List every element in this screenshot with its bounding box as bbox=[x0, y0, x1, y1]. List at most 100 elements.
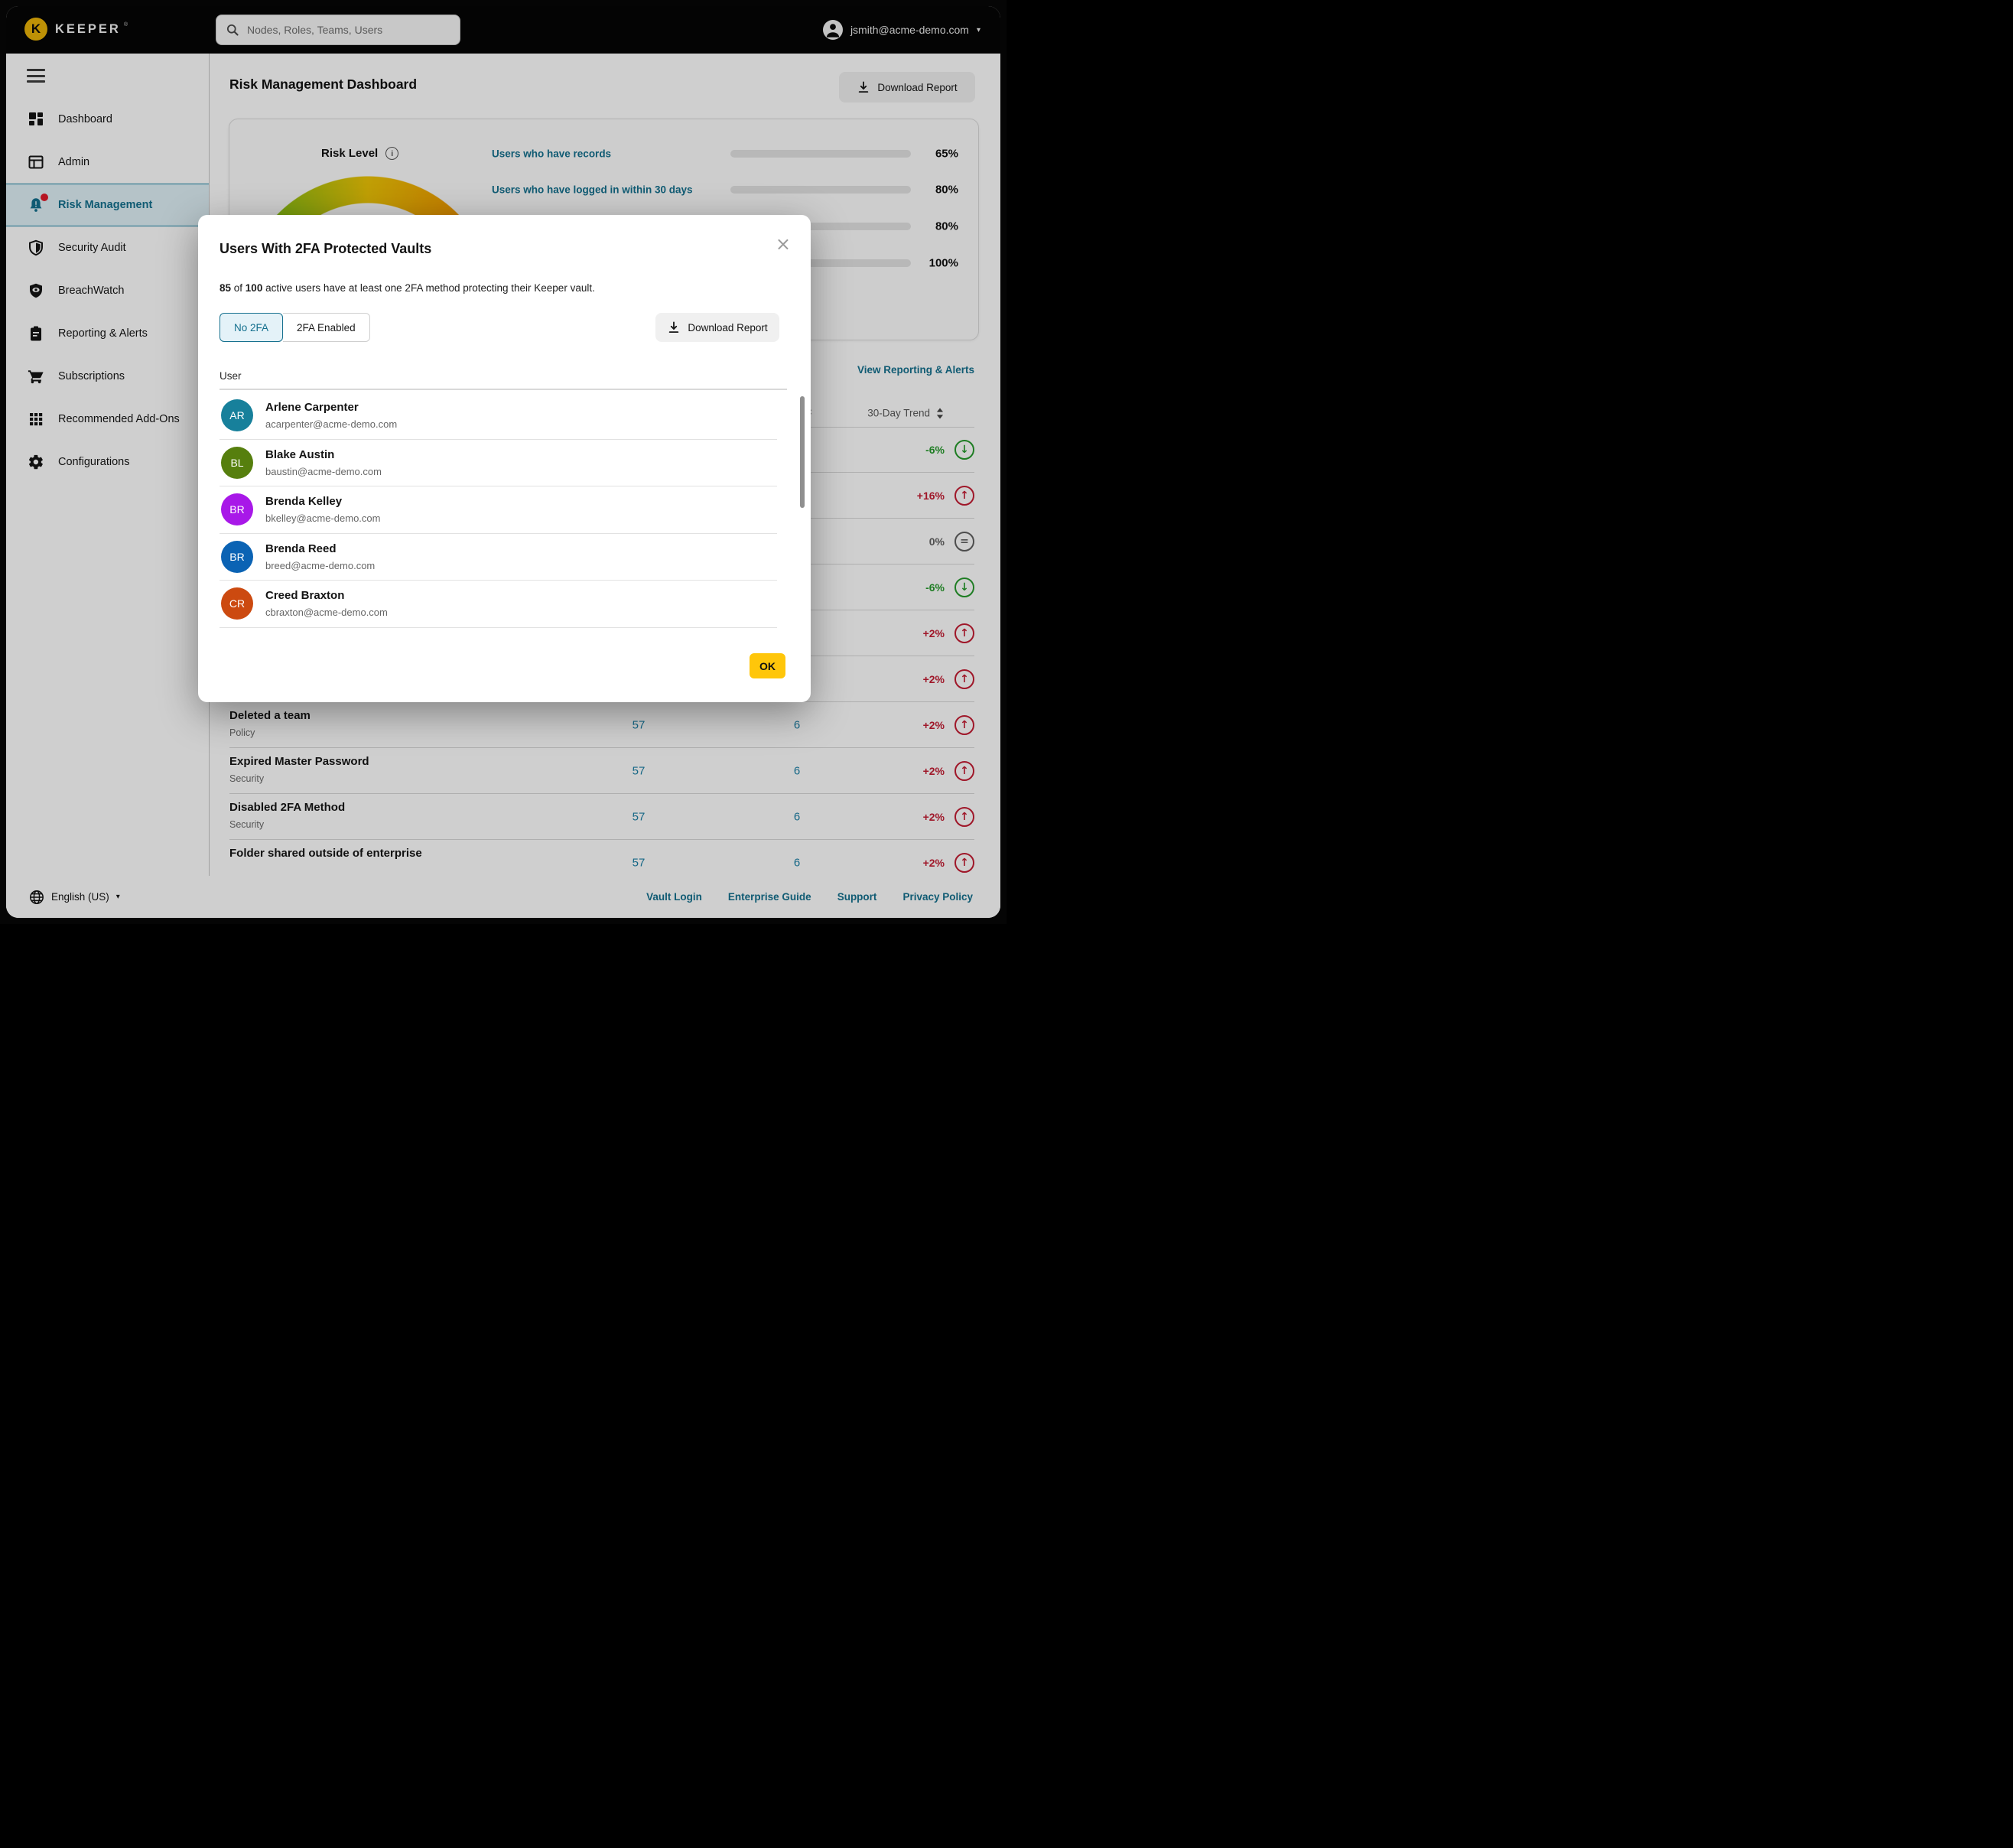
metric-percent: 80% bbox=[935, 220, 958, 233]
modal-summary: 85 of 100 active users have at least one… bbox=[220, 282, 595, 294]
metric-percent: 80% bbox=[935, 183, 958, 197]
divider bbox=[220, 389, 787, 390]
account-email: jsmith@acme-demo.com bbox=[850, 24, 969, 36]
page-title: Risk Management Dashboard bbox=[229, 76, 418, 92]
sidebar-item-label: BreachWatch bbox=[58, 285, 125, 297]
sidebar-item-reporting-alerts[interactable]: Reporting & Alerts bbox=[6, 312, 209, 355]
cart-icon bbox=[28, 368, 44, 385]
metric-label-link[interactable]: Users who have records bbox=[492, 148, 612, 160]
list-item[interactable]: CR Creed Braxton cbraxton@acme-demo.com bbox=[220, 581, 777, 628]
screen: K KEEPER ® jsmith@acme-demo.com ▾ bbox=[0, 0, 1006, 924]
menu-toggle-button[interactable] bbox=[27, 69, 45, 83]
risk-level-title: Risk Level bbox=[321, 147, 379, 160]
registered-mark: ® bbox=[123, 21, 128, 28]
table-row[interactable]: Disabled 2FA Method Security 57 6 +2% ↑ bbox=[229, 794, 974, 840]
app-window: K KEEPER ® jsmith@acme-demo.com ▾ bbox=[6, 6, 1000, 918]
trend-column-header[interactable]: 30-Day Trend bbox=[867, 408, 944, 419]
globe-icon bbox=[29, 890, 44, 905]
list-item[interactable]: BL Blake Austin baustin@acme-demo.com bbox=[220, 440, 777, 486]
2fa-filter-tabs: No 2FA 2FA Enabled bbox=[220, 313, 370, 342]
sidebar-item-label: Admin bbox=[58, 156, 90, 168]
users-2fa-modal: Users With 2FA Protected Vaults × 85 of … bbox=[198, 215, 811, 702]
tab-no-2fa[interactable]: No 2FA bbox=[220, 313, 284, 342]
sidebar-item-dashboard[interactable]: Dashboard bbox=[6, 98, 209, 141]
metric-row: 100% bbox=[492, 250, 958, 276]
metric-row: 80% bbox=[492, 213, 958, 239]
download-icon bbox=[667, 320, 681, 334]
download-report-button[interactable]: Download Report bbox=[839, 72, 975, 102]
trend-up-icon: ↑ bbox=[954, 485, 974, 506]
keeper-logo-icon: K bbox=[24, 18, 47, 41]
event-count-link[interactable]: 57 bbox=[632, 856, 646, 870]
list-item[interactable]: BR Brenda Reed breed@acme-demo.com bbox=[220, 534, 777, 581]
trend-down-icon: ↓ bbox=[954, 577, 974, 597]
search-icon bbox=[226, 23, 239, 37]
affected-count-link[interactable]: 6 bbox=[793, 810, 801, 823]
metric-label-link[interactable]: Users who have logged in within 30 days bbox=[492, 184, 693, 196]
gear-icon bbox=[28, 454, 44, 470]
sidebar-item-breachwatch[interactable]: BreachWatch bbox=[6, 269, 209, 312]
sidebar-item-label: Risk Management bbox=[58, 199, 153, 211]
privacy-policy-link[interactable]: Privacy Policy bbox=[902, 891, 973, 903]
search-input[interactable] bbox=[246, 23, 450, 37]
enterprise-guide-link[interactable]: Enterprise Guide bbox=[727, 891, 811, 903]
metric-percent: 65% bbox=[935, 147, 958, 161]
metric-bar bbox=[730, 150, 911, 158]
table-row[interactable]: Folder shared outside of enterprise 57 6… bbox=[229, 840, 974, 876]
chevron-down-icon: ▾ bbox=[976, 25, 980, 34]
breachwatch-shield-eye-icon bbox=[28, 282, 44, 299]
trend-up-icon: ↑ bbox=[954, 760, 974, 781]
sort-icon bbox=[936, 408, 944, 418]
trend-up-icon: ↑ bbox=[954, 806, 974, 827]
account-menu[interactable]: jsmith@acme-demo.com ▾ bbox=[822, 6, 980, 54]
event-count-link[interactable]: 57 bbox=[632, 810, 646, 823]
metric-bar bbox=[730, 259, 911, 267]
affected-count-link[interactable]: 6 bbox=[793, 856, 801, 870]
affected-count-link[interactable]: 6 bbox=[793, 764, 801, 777]
vault-login-link[interactable]: Vault Login bbox=[646, 891, 702, 903]
user-list: AR Arlene Carpenter acarpenter@acme-demo… bbox=[220, 392, 777, 628]
affected-count-link[interactable]: 6 bbox=[793, 718, 801, 731]
avatar: AR bbox=[221, 399, 253, 432]
sidebar-item-recommended-add-ons[interactable]: Recommended Add-Ons bbox=[6, 398, 209, 441]
event-count-link[interactable]: 57 bbox=[632, 718, 646, 731]
risk-management-bell-icon bbox=[28, 194, 48, 213]
list-item[interactable]: BR Brenda Kelley bkelley@acme-demo.com bbox=[220, 486, 777, 534]
sidebar: Dashboard Admin Risk Management Secu bbox=[6, 54, 210, 876]
modal-title: Users With 2FA Protected Vaults bbox=[220, 241, 432, 256]
sidebar-item-security-audit[interactable]: Security Audit bbox=[6, 226, 209, 269]
trend-up-icon: ↑ bbox=[954, 669, 974, 689]
metric-bar bbox=[730, 223, 911, 230]
account-avatar-icon bbox=[822, 20, 843, 40]
avatar: BR bbox=[221, 540, 253, 573]
event-count-link[interactable]: 57 bbox=[632, 764, 646, 777]
sidebar-item-risk-management[interactable]: Risk Management bbox=[6, 184, 209, 226]
scrollbar-thumb[interactable] bbox=[800, 396, 805, 508]
info-icon[interactable]: i bbox=[385, 147, 399, 160]
sidebar-item-admin[interactable]: Admin bbox=[6, 141, 209, 184]
support-link[interactable]: Support bbox=[837, 891, 877, 903]
avatar: BR bbox=[221, 493, 253, 526]
metric-bar bbox=[730, 186, 911, 194]
grid-icon bbox=[28, 411, 44, 428]
ok-button[interactable]: OK bbox=[750, 653, 785, 678]
footer-bar: English (US) ▾ Vault Login Enterprise Gu… bbox=[6, 876, 1000, 918]
tab-2fa-enabled[interactable]: 2FA Enabled bbox=[283, 313, 370, 342]
table-row[interactable]: Deleted a team Policy 57 6 +2% ↑ bbox=[229, 702, 974, 748]
keeper-logo: K KEEPER ® bbox=[24, 18, 132, 41]
sidebar-item-subscriptions[interactable]: Subscriptions bbox=[6, 355, 209, 398]
clipboard-icon bbox=[28, 325, 44, 342]
trend-up-icon: ↑ bbox=[954, 714, 974, 735]
list-item[interactable]: AR Arlene Carpenter acarpenter@acme-demo… bbox=[220, 392, 777, 440]
close-icon[interactable]: × bbox=[775, 233, 791, 255]
global-search[interactable] bbox=[216, 15, 460, 45]
modal-download-report-button[interactable]: Download Report bbox=[655, 313, 779, 342]
table-row[interactable]: Expired Master Password Security 57 6 +2… bbox=[229, 748, 974, 794]
trend-flat-icon: = bbox=[954, 531, 974, 551]
metric-row: Users who have records 65% bbox=[492, 141, 958, 167]
language-selector[interactable]: English (US) ▾ bbox=[29, 890, 120, 905]
sidebar-item-configurations[interactable]: Configurations bbox=[6, 441, 209, 483]
download-icon bbox=[857, 80, 870, 94]
view-reporting-alerts-link[interactable]: View Reporting & Alerts bbox=[857, 364, 974, 376]
footer-links: Vault Login Enterprise Guide Support Pri… bbox=[646, 891, 973, 903]
